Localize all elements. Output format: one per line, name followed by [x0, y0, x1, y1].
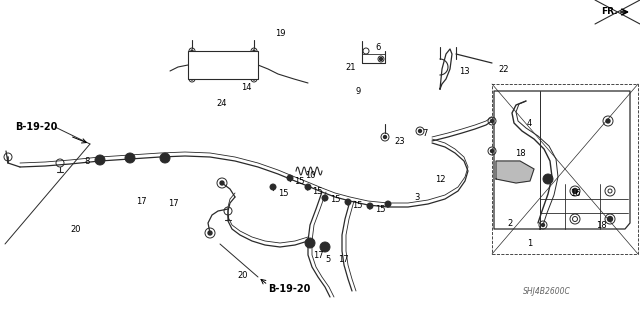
Text: SHJ4B2600C: SHJ4B2600C [523, 286, 571, 295]
Text: 15: 15 [352, 202, 362, 211]
Circle shape [160, 153, 170, 163]
Text: 4: 4 [527, 118, 532, 128]
Text: FR.: FR. [601, 8, 618, 17]
Text: 1: 1 [527, 239, 532, 248]
Text: 22: 22 [498, 65, 509, 75]
Circle shape [606, 119, 610, 123]
Circle shape [305, 238, 315, 248]
Text: B-19-20: B-19-20 [15, 122, 58, 132]
Text: 13: 13 [459, 66, 470, 76]
Circle shape [125, 153, 135, 163]
Text: 14: 14 [241, 83, 252, 92]
Circle shape [380, 57, 383, 61]
Text: 15: 15 [278, 189, 289, 198]
Text: 16: 16 [570, 189, 580, 197]
Circle shape [305, 184, 311, 190]
Bar [188, 51, 258, 79]
Circle shape [191, 78, 193, 80]
Text: 17: 17 [136, 197, 147, 205]
Circle shape [383, 136, 387, 138]
Circle shape [490, 120, 493, 122]
Text: 5: 5 [325, 255, 330, 263]
Text: 11: 11 [226, 61, 237, 70]
Text: 19: 19 [275, 28, 285, 38]
Text: 17: 17 [168, 199, 179, 209]
Circle shape [490, 150, 493, 152]
Polygon shape [496, 161, 534, 183]
Circle shape [287, 175, 293, 181]
Circle shape [95, 155, 105, 165]
Text: 12: 12 [435, 175, 445, 184]
Text: 20: 20 [237, 271, 248, 279]
Text: 15: 15 [312, 187, 323, 196]
Circle shape [607, 217, 612, 221]
Circle shape [541, 224, 545, 226]
Circle shape [320, 242, 330, 252]
Circle shape [367, 203, 373, 209]
Text: 18: 18 [515, 150, 525, 159]
Circle shape [208, 231, 212, 235]
Circle shape [253, 78, 255, 80]
Circle shape [573, 189, 577, 194]
Circle shape [385, 201, 391, 207]
Text: 15: 15 [375, 205, 385, 214]
Circle shape [543, 174, 553, 184]
Text: 8: 8 [84, 157, 90, 166]
Text: 17: 17 [338, 256, 349, 264]
Circle shape [419, 130, 422, 132]
Circle shape [270, 184, 276, 190]
Text: 6: 6 [375, 43, 380, 53]
Text: 21: 21 [345, 63, 355, 72]
Circle shape [345, 199, 351, 205]
Text: 23: 23 [394, 137, 404, 146]
Circle shape [253, 50, 255, 52]
Text: 9: 9 [356, 86, 361, 95]
Text: 2: 2 [507, 219, 512, 227]
Text: 17: 17 [313, 251, 324, 261]
Text: 15: 15 [294, 177, 305, 187]
Text: 7: 7 [422, 129, 428, 137]
Circle shape [322, 195, 328, 201]
Text: 10: 10 [305, 170, 316, 180]
Text: 19: 19 [191, 58, 202, 68]
Text: 18: 18 [596, 220, 607, 229]
Text: 15: 15 [330, 196, 340, 204]
Text: 24: 24 [216, 100, 227, 108]
Text: B-19-20: B-19-20 [268, 284, 310, 294]
Circle shape [191, 50, 193, 52]
Text: 20: 20 [70, 226, 81, 234]
Circle shape [220, 181, 224, 185]
Text: 3: 3 [414, 194, 419, 203]
